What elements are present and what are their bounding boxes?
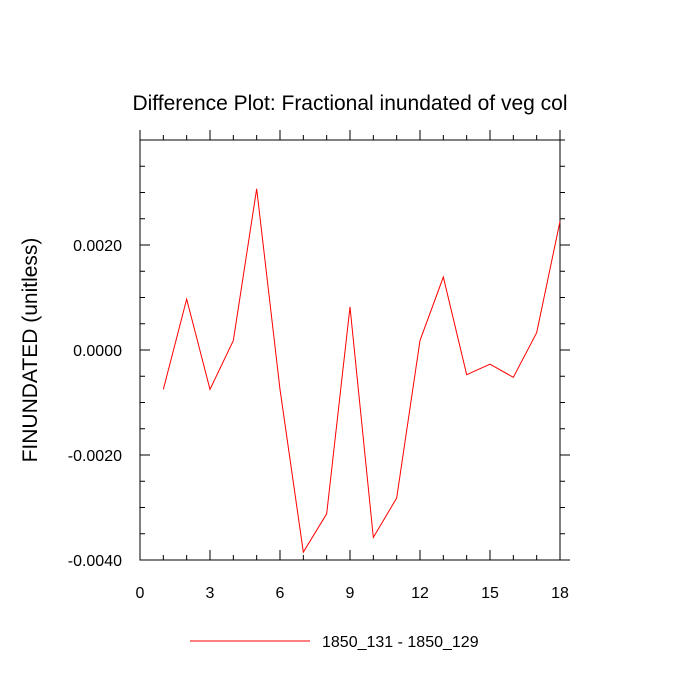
y-tick-label: -0.0040 [68, 553, 122, 570]
plot-frame [139, 139, 561, 561]
x-tick-label: 6 [276, 585, 285, 602]
x-tick-label: 9 [346, 585, 355, 602]
x-tick-label: 18 [551, 585, 569, 602]
y-tick-label: 0.0020 [73, 238, 122, 255]
x-tick-label: 3 [206, 585, 215, 602]
axis-ticks [139, 130, 570, 561]
y-axis-label: FINUNDATED (unitless) [19, 238, 42, 463]
legend-label: 1850_131 - 1850_129 [322, 634, 479, 651]
legend: 1850_131 - 1850_129 [190, 634, 479, 651]
x-tick-label: 0 [136, 585, 145, 602]
y-tick-label: -0.0020 [68, 448, 122, 465]
x-tick-label: 15 [481, 585, 499, 602]
series-layer [162, 188, 561, 554]
y-tick-label: 0.0000 [73, 343, 122, 360]
axis-tick-labels: 0 3 6 9 12 15 18 -0.0040 -0.0020 0.0000 0.0020 [68, 238, 569, 602]
chart-title: Difference Plot: Fractional inundated of… [132, 92, 567, 115]
x-tick-label: 12 [411, 585, 429, 602]
series-line [162, 188, 561, 554]
